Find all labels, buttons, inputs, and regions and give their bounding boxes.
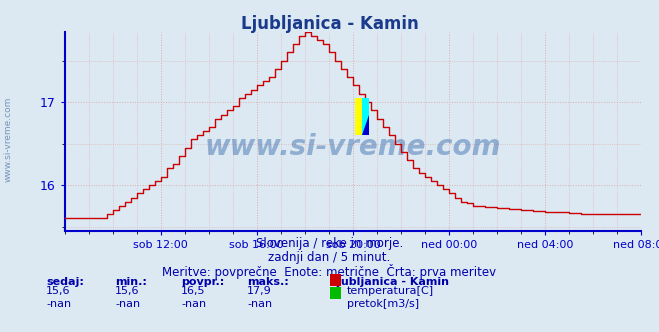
- Text: zadnji dan / 5 minut.: zadnji dan / 5 minut.: [268, 251, 391, 264]
- Text: Slovenija / reke in morje.: Slovenija / reke in morje.: [256, 237, 403, 250]
- Text: 16,5: 16,5: [181, 286, 206, 295]
- Text: Ljubljanica - Kamin: Ljubljanica - Kamin: [330, 277, 449, 287]
- Text: -nan: -nan: [46, 299, 71, 309]
- Text: maks.:: maks.:: [247, 277, 289, 287]
- Text: www.si-vreme.com: www.si-vreme.com: [205, 133, 501, 161]
- Text: -nan: -nan: [181, 299, 206, 309]
- Text: pretok[m3/s]: pretok[m3/s]: [347, 299, 418, 309]
- Bar: [355, 98, 362, 135]
- Text: Ljubljanica - Kamin: Ljubljanica - Kamin: [241, 15, 418, 33]
- Polygon shape: [362, 115, 368, 135]
- Text: sedaj:: sedaj:: [46, 277, 84, 287]
- Text: povpr.:: povpr.:: [181, 277, 225, 287]
- Text: min.:: min.:: [115, 277, 147, 287]
- Text: temperatura[C]: temperatura[C]: [347, 286, 434, 295]
- Text: Meritve: povprečne  Enote: metrične  Črta: prva meritev: Meritve: povprečne Enote: metrične Črta:…: [162, 264, 497, 279]
- Text: 15,6: 15,6: [115, 286, 140, 295]
- Text: 17,9: 17,9: [247, 286, 272, 295]
- Text: -nan: -nan: [247, 299, 272, 309]
- Text: 15,6: 15,6: [46, 286, 71, 295]
- Text: www.si-vreme.com: www.si-vreme.com: [3, 97, 13, 182]
- Bar: [362, 98, 368, 135]
- Text: -nan: -nan: [115, 299, 140, 309]
